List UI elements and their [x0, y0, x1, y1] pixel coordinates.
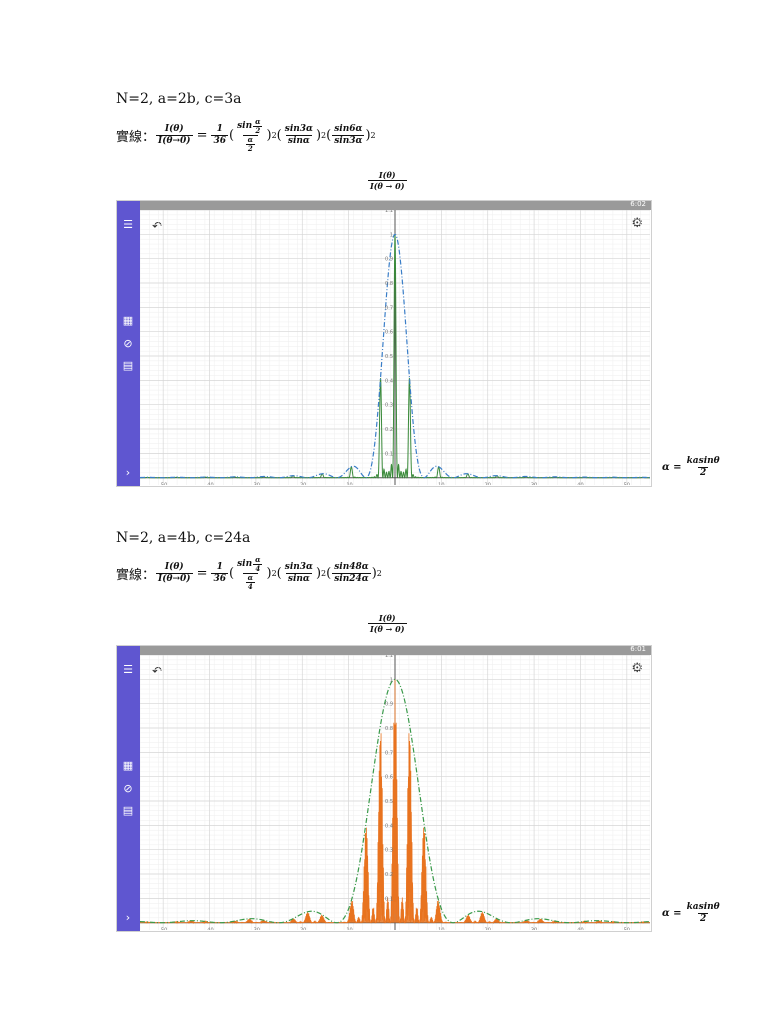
chevron-right-icon[interactable]: ›: [125, 466, 131, 479]
formula-prefix: 實線：: [116, 130, 156, 145]
term2: sin3α sinα: [284, 562, 313, 584]
term2: sin3α sinα: [284, 124, 313, 146]
chart1-y-axis-label: I(θ) I(θ → 0): [368, 170, 407, 191]
chart1-x-axis-label: α = kasinθ 2: [662, 456, 720, 478]
x-tick-label: 40: [577, 928, 583, 930]
equals-sign: =: [196, 566, 208, 581]
y-tick-label: 0.6: [385, 775, 393, 781]
menu-icon[interactable]: ☰: [123, 663, 133, 676]
gear-icon[interactable]: ⚙: [631, 661, 643, 676]
x-tick-label: 10: [438, 483, 444, 485]
calculator-icon[interactable]: ▦: [122, 759, 134, 772]
calculator-icon[interactable]: ▦: [122, 314, 134, 327]
formula-lhs: I(θ) I(θ→0): [156, 562, 193, 584]
x-tick-label: -20: [298, 928, 306, 930]
series-line-envelope: [140, 233, 650, 479]
chart2-x-axis-label: α = kasinθ 2: [662, 902, 720, 924]
x-tick-label: 20: [485, 928, 491, 930]
y-tick-label: 0.4: [385, 823, 393, 829]
y-tick-label: 0.1: [385, 896, 393, 902]
y-tick-label: 1.1: [385, 655, 393, 659]
y-tick-label: 0.7: [385, 305, 393, 311]
time-readout: 6:02: [630, 200, 646, 208]
x-tick-label: 50: [624, 483, 630, 485]
term3: sin6α sin3α: [332, 124, 365, 146]
gear-icon[interactable]: ⚙: [631, 216, 643, 231]
x-tick-label: 50: [624, 928, 630, 930]
time-readout: 6:01: [630, 645, 646, 653]
undo-icon[interactable]: ↶: [152, 664, 163, 678]
x-tick-label: -40: [205, 483, 213, 485]
equals-sign: =: [196, 128, 208, 143]
graph-sidebar: ☰ ▦ ⊘ ▤ ›: [117, 646, 140, 931]
y-tick-label: 0.9: [385, 702, 393, 708]
section1-heading: N=2, a=2b, c=3a: [116, 91, 242, 107]
x-tick-label: -50: [159, 483, 167, 485]
x-tick-label: 20: [485, 483, 491, 485]
x-tick-label: -10: [345, 483, 353, 485]
graph-sidebar: ☰ ▦ ⊘ ▤ ›: [117, 201, 140, 486]
x-tick-label: -30: [252, 928, 260, 930]
x-tick-label: -40: [205, 928, 213, 930]
formula-lhs: I(θ) I(θ→0): [156, 124, 193, 146]
undo-icon[interactable]: ↶: [152, 219, 163, 233]
y-tick-label: 0.8: [385, 726, 393, 732]
x-tick-label: -10: [345, 928, 353, 930]
y-tick-label: 0.2: [385, 427, 393, 433]
x-tick-label: 40: [577, 483, 583, 485]
coefficient: 1 36: [211, 124, 228, 146]
x-tick-label: 30: [531, 483, 537, 485]
table-icon[interactable]: ▤: [122, 359, 134, 372]
term3: sin48α sin24α: [332, 562, 371, 584]
x-tick-label: -30: [252, 483, 260, 485]
y-tick-label: 0.3: [385, 403, 393, 409]
graph-window-1: ☰ ▦ ⊘ ▤ › 6:02 ↶ ⚙ -50 -40 -30 -20 -10 10 20 30…: [116, 200, 652, 487]
y-tick-label: 0.7: [385, 750, 393, 756]
y-tick-label: 0.9: [385, 257, 393, 263]
shapes-icon[interactable]: ⊘: [123, 337, 133, 350]
shapes-icon[interactable]: ⊘: [123, 782, 133, 795]
graph-topbar: 6:02: [140, 201, 651, 210]
formula-prefix: 實線：: [116, 568, 156, 583]
y-tick-label: 0.5: [385, 799, 393, 805]
y-tick-label: 0.5: [385, 354, 393, 360]
menu-icon[interactable]: ☰: [123, 218, 133, 231]
y-tick-label: 1.1: [385, 210, 393, 214]
section2-heading: N=2, a=4b, c=24a: [116, 530, 251, 546]
chart-2: -50 -40 -30 -20 -10 10 20 30 40 50 0.1 0.2 0.3 0.4 0.5…: [140, 655, 650, 930]
y-tick-label: 0.3: [385, 848, 393, 854]
graph-window-2: ☰ ▦ ⊘ ▤ › 6:01 ↶ ⚙ -50 -40 -30 -20 -10 10 20 30…: [116, 645, 652, 932]
x-tick-label: 30: [531, 928, 537, 930]
y-tick-label: 0.4: [385, 378, 393, 384]
x-tick-label: -20: [298, 483, 306, 485]
x-tick-label: 10: [438, 928, 444, 930]
y-tick-label: 0.8: [385, 281, 393, 287]
y-tick-label: 1: [390, 232, 393, 238]
graph-topbar: 6:01: [140, 646, 651, 655]
y-tick-label: 1: [390, 677, 393, 683]
y-tick-label: 0.2: [385, 872, 393, 878]
y-tick-label: 0.6: [385, 330, 393, 336]
chart-1: -50 -40 -30 -20 -10 10 20 30 40 50 0.1 0.2 0.3 0.4 0.5…: [140, 210, 650, 485]
coefficient: 1 36: [211, 562, 228, 584]
chart2-y-axis-label: I(θ) I(θ → 0): [368, 613, 407, 634]
table-icon[interactable]: ▤: [122, 804, 134, 817]
chevron-right-icon[interactable]: ›: [125, 911, 131, 924]
y-tick-label: 0.1: [385, 451, 393, 457]
x-tick-label: -50: [159, 928, 167, 930]
series-line-envelope: [140, 678, 650, 924]
